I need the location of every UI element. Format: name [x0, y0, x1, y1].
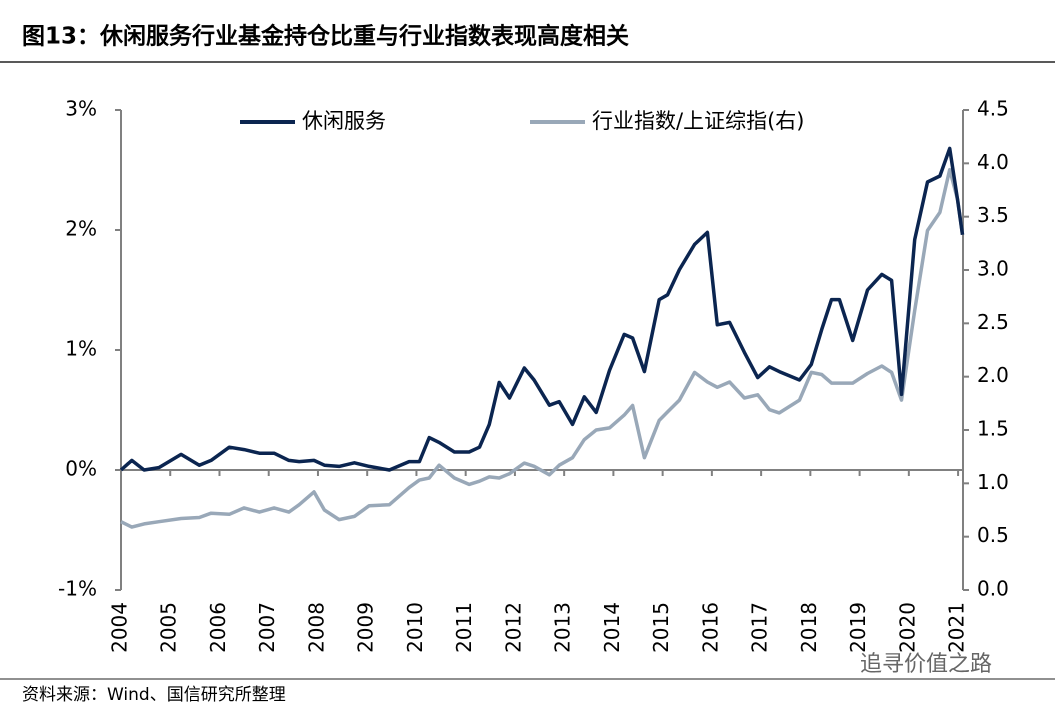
y2-tick-label: 4.5 [977, 97, 1009, 121]
x-tick-label: 2014 [600, 602, 624, 653]
x-tick-label: 2012 [501, 602, 525, 653]
x-tick-label: 2016 [698, 602, 722, 653]
chart-title: 图13：休闲服务行业基金持仓比重与行业指数表现高度相关 [22, 23, 629, 50]
x-tick-label: 2004 [108, 602, 132, 653]
x-tick-label: 2008 [304, 602, 328, 653]
watermark: 追寻价值之路 [860, 652, 992, 677]
y2-tick-label: 2.5 [977, 310, 1009, 334]
x-tick-label: 2017 [748, 602, 772, 653]
y-tick-label: 2% [65, 217, 97, 241]
x-tick-label: 2013 [551, 602, 575, 653]
series-line [120, 167, 965, 529]
legend-label: 行业指数/上证综指(右) [592, 109, 804, 133]
y2-tick-label: 3.5 [977, 203, 1009, 227]
y-tick-label: 3% [65, 97, 97, 121]
y2-tick-label: 2.0 [977, 363, 1009, 387]
x-tick-label: 2007 [255, 602, 279, 653]
x-tick-label: 2005 [157, 602, 181, 653]
x-tick-label: 2021 [945, 602, 969, 653]
y-tick-label: 0% [65, 457, 97, 481]
y2-tick-label: 0.5 [977, 523, 1009, 547]
y-tick-label: -1% [58, 577, 97, 601]
y2-tick-label: 3.0 [977, 257, 1009, 281]
y2-tick-label: 0.0 [977, 577, 1009, 601]
y-tick-label: 1% [65, 337, 97, 361]
x-tick-label: 2011 [452, 602, 476, 653]
x-tick-label: 2018 [797, 602, 821, 653]
legend-label: 休闲服务 [302, 109, 386, 133]
x-tick-label: 2015 [649, 602, 673, 653]
x-tick-label: 2009 [354, 602, 378, 653]
y2-tick-label: 1.0 [977, 470, 1009, 494]
y2-tick-label: 4.0 [977, 150, 1009, 174]
x-tick-label: 2019 [846, 602, 870, 653]
y2-tick-label: 1.5 [977, 417, 1009, 441]
x-tick-label: 2020 [895, 602, 919, 653]
source: 资料来源：Wind、国信研究所整理 [22, 685, 286, 705]
x-tick-label: 2010 [403, 602, 427, 653]
x-tick-label: 2006 [206, 602, 230, 653]
series-line [119, 146, 965, 472]
